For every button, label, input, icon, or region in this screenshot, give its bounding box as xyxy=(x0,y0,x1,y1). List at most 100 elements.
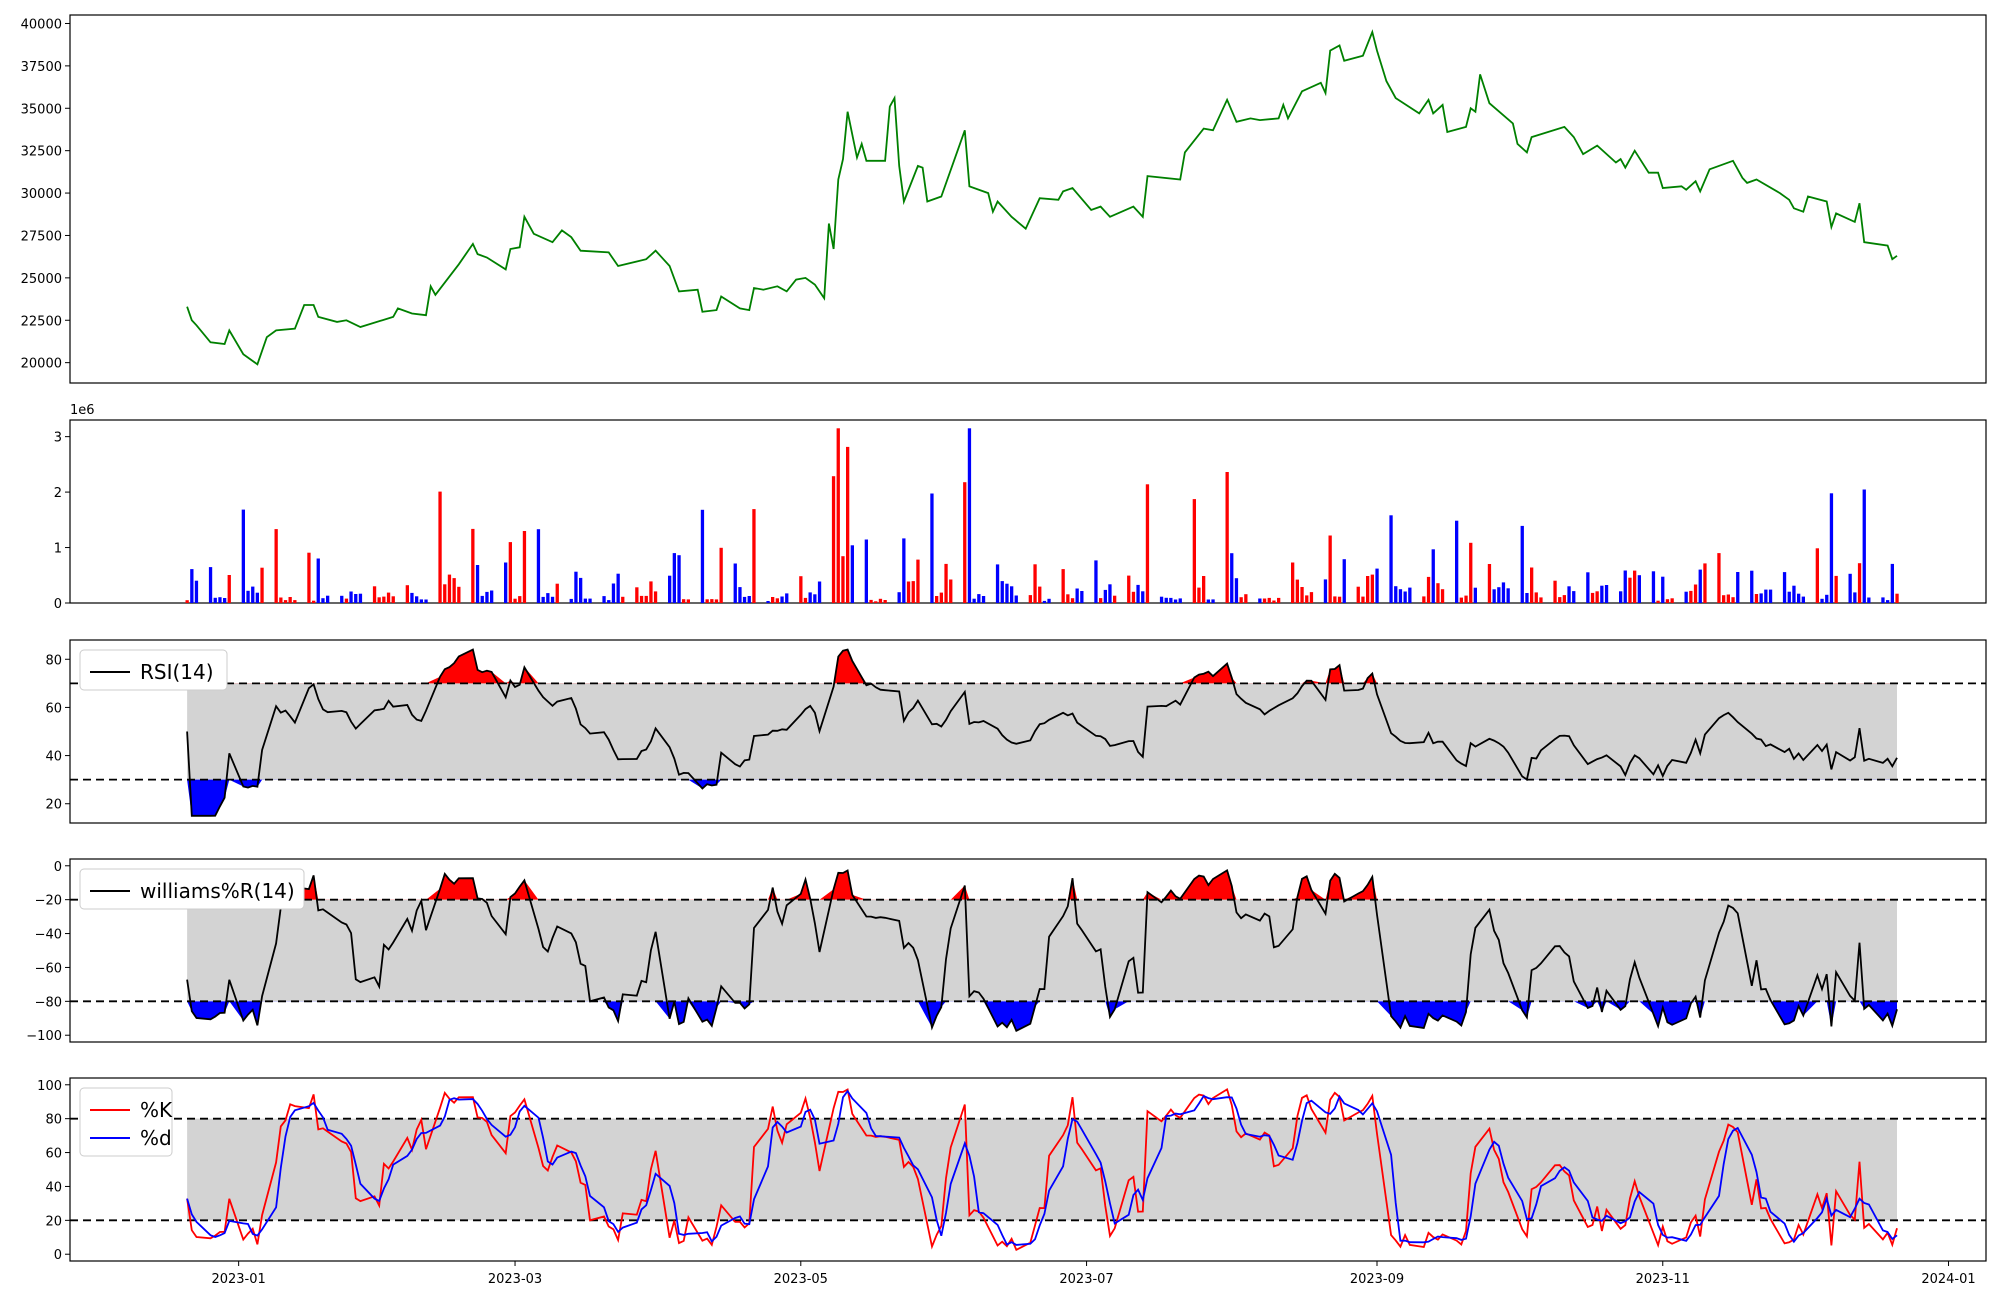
volume-bar xyxy=(307,552,311,603)
volume-bar xyxy=(326,595,330,603)
volume-bar xyxy=(471,528,475,603)
price-ytick-label: 40000 xyxy=(21,17,62,32)
volume-bar xyxy=(1398,589,1403,603)
volume-bar xyxy=(1440,589,1445,603)
volume-bar xyxy=(1886,600,1890,603)
volume-bar xyxy=(1103,589,1107,603)
volume-bar xyxy=(1066,594,1070,603)
volume-bar xyxy=(1857,563,1862,603)
volume-bar xyxy=(1862,489,1866,603)
volume-bar xyxy=(995,564,1000,603)
volume-bar xyxy=(1239,597,1243,603)
volume-bar xyxy=(1014,595,1018,603)
volume-bar xyxy=(1361,596,1365,603)
volume-bar xyxy=(911,581,915,603)
stochastic-ytick-label: 60 xyxy=(45,1147,62,1162)
volume-bar xyxy=(1010,586,1014,603)
volume-bar xyxy=(288,597,292,603)
stochastic-ytick-label: 40 xyxy=(45,1180,62,1195)
volume-bar xyxy=(1099,598,1103,603)
volume-bar xyxy=(457,586,461,603)
volume-bar xyxy=(1637,575,1641,603)
volume-bar xyxy=(1703,563,1707,603)
rsi-legend xyxy=(79,649,228,691)
volume-bar xyxy=(1389,515,1393,603)
volume-bar xyxy=(1291,562,1295,603)
volume-bar xyxy=(504,562,508,603)
volume-bar xyxy=(190,569,194,603)
volume-bar xyxy=(1469,542,1473,603)
price-ytick-label: 20000 xyxy=(21,357,62,372)
volume-bar xyxy=(1464,595,1468,603)
williams-legend-label: williams%R(14) xyxy=(140,879,295,903)
volume-ytick-label: 1 xyxy=(54,542,62,557)
volume-bar xyxy=(1061,569,1065,603)
williams-legend xyxy=(79,868,305,910)
volume-bar xyxy=(1562,595,1566,603)
volume-bar xyxy=(1070,598,1075,603)
volume-bar xyxy=(1169,597,1173,603)
volume-bar xyxy=(1619,591,1623,603)
volume-bar xyxy=(293,600,297,603)
volume-bar xyxy=(1047,598,1051,603)
volume-bar xyxy=(1272,600,1276,603)
volume-bar xyxy=(213,597,217,603)
volume-axes-frame xyxy=(69,419,1987,604)
stochastic-ytick-label: 20 xyxy=(45,1214,62,1229)
volume-bar xyxy=(963,482,967,603)
volume-bar xyxy=(424,599,428,603)
volume-bar xyxy=(405,585,409,603)
volume-bar xyxy=(1145,484,1150,603)
volume-bar xyxy=(607,600,611,603)
stochastic-axes-frame xyxy=(69,1077,1987,1262)
volume-bar xyxy=(246,590,250,603)
volume-bar xyxy=(279,597,283,603)
volume-bar xyxy=(316,558,320,603)
volume-bar xyxy=(382,596,386,603)
volume-bar xyxy=(349,591,353,603)
price-ytick-label: 27500 xyxy=(21,229,62,244)
volume-bar xyxy=(1342,559,1346,603)
stochastic-ytick-label: 80 xyxy=(45,1113,62,1128)
volume-bar xyxy=(1792,585,1796,603)
volume-bar xyxy=(583,598,587,603)
volume-bar xyxy=(738,587,742,603)
xtick-label: 2024-01 xyxy=(1921,1272,1975,1287)
volume-bar xyxy=(916,559,920,603)
volume-bar xyxy=(1656,600,1660,603)
volume-bar xyxy=(1426,576,1431,603)
volume-bar xyxy=(949,579,953,603)
volume-bar xyxy=(283,600,288,603)
volume-bar xyxy=(771,597,775,603)
volume-bar xyxy=(1131,591,1136,603)
volume-bar xyxy=(1127,575,1131,603)
volume-bar xyxy=(480,595,484,603)
volume-bar xyxy=(1305,595,1309,603)
rsi-overbought-fill xyxy=(187,649,1898,684)
volume-bar xyxy=(1558,597,1562,603)
volume-bar xyxy=(1394,586,1398,603)
volume-bar xyxy=(1422,596,1426,603)
volume-bar xyxy=(714,599,719,603)
williams-axes-frame xyxy=(69,858,1987,1043)
volume-bar xyxy=(1370,574,1374,603)
stochastic-ytick-label: 0 xyxy=(54,1248,62,1263)
volume-bar xyxy=(312,600,316,603)
volume-bar xyxy=(1108,584,1112,603)
volume-bar xyxy=(1277,597,1281,603)
volume-bar xyxy=(742,596,747,603)
price-ytick-label: 32500 xyxy=(21,145,62,160)
volume-bar xyxy=(223,598,227,603)
volume-bar xyxy=(1408,587,1412,603)
rsi-axes-frame xyxy=(69,639,1987,824)
volume-bar xyxy=(1867,597,1871,603)
volume-bar xyxy=(1038,586,1042,603)
volume-bar xyxy=(906,581,911,603)
volume-bar xyxy=(452,578,456,603)
volume-bar xyxy=(1267,597,1271,603)
volume-bar xyxy=(344,598,349,603)
price-ytick-label: 37500 xyxy=(21,60,62,75)
volume-bar xyxy=(1815,548,1819,603)
volume-bar xyxy=(902,538,906,603)
volume-bar xyxy=(1492,589,1496,603)
